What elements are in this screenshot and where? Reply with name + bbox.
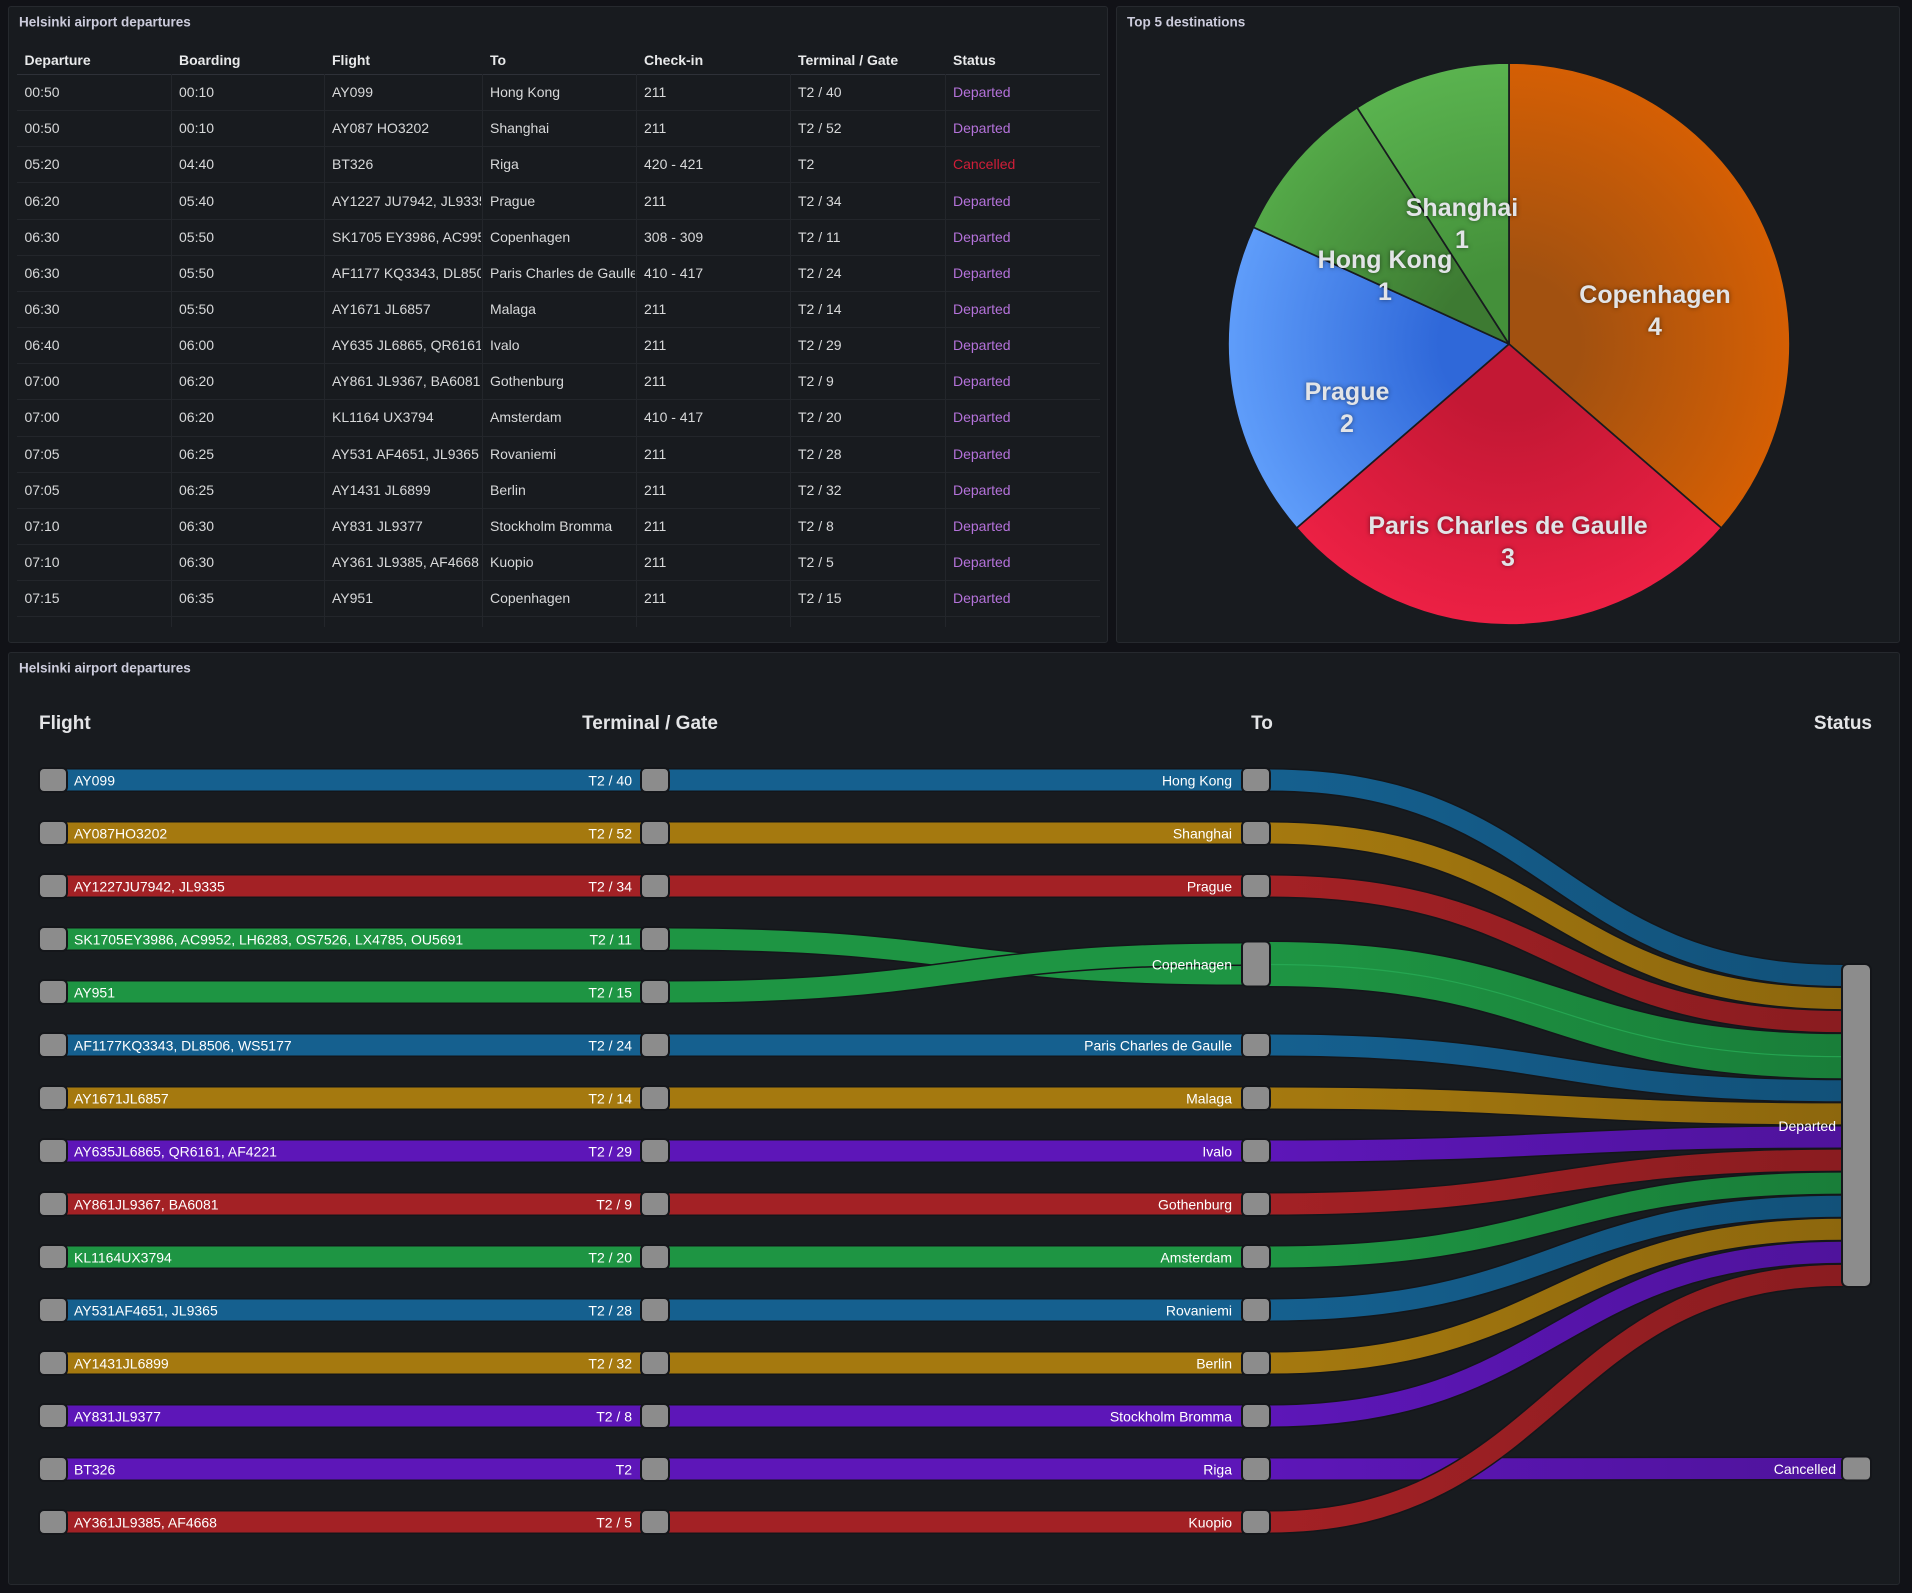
svg-text:AY087HO3202: AY087HO3202 [74,826,167,842]
svg-text:Rovaniemi: Rovaniemi [1166,1303,1232,1319]
svg-text:Amsterdam: Amsterdam [1160,1250,1232,1266]
svg-text:Shanghai: Shanghai [1173,826,1232,842]
svg-text:T2: T2 [616,1462,633,1478]
svg-text:SK1705EY3986, AC9952, LH6283,: SK1705EY3986, AC9952, LH6283, OS7526, LX… [74,932,463,948]
svg-text:AF1177KQ3343, DL8506, WS5177: AF1177KQ3343, DL8506, WS5177 [74,1038,292,1054]
svg-text:Stockholm Bromma: Stockholm Bromma [1110,1409,1232,1425]
svg-text:AY831JL9377: AY831JL9377 [74,1409,161,1425]
svg-text:AY361JL9385, AF4668: AY361JL9385, AF4668 [74,1515,217,1531]
svg-text:T2 / 15: T2 / 15 [588,985,632,1001]
svg-text:T2 / 24: T2 / 24 [588,1038,632,1054]
svg-text:Copenhagen: Copenhagen [1152,957,1232,973]
svg-text:T2 / 29: T2 / 29 [588,1144,632,1160]
svg-text:AY1227JU7942, JL9335: AY1227JU7942, JL9335 [74,879,225,895]
svg-text:T2 / 20: T2 / 20 [588,1250,632,1266]
svg-text:T2 / 28: T2 / 28 [588,1303,632,1319]
svg-text:T2 / 14: T2 / 14 [588,1091,632,1107]
svg-text:AY1671JL6857: AY1671JL6857 [74,1091,169,1107]
svg-text:Malaga: Malaga [1186,1091,1232,1107]
svg-text:AY635JL6865, QR6161, AF4221: AY635JL6865, QR6161, AF4221 [74,1144,277,1160]
svg-text:Gothenburg: Gothenburg [1158,1197,1232,1213]
svg-text:Departed: Departed [1778,1118,1836,1134]
svg-text:BT326: BT326 [74,1462,115,1478]
svg-text:Terminal / Gate: Terminal / Gate [582,713,718,734]
svg-text:Hong Kong: Hong Kong [1162,773,1232,789]
svg-text:T2 / 34: T2 / 34 [588,879,632,895]
svg-text:Kuopio: Kuopio [1188,1515,1232,1531]
svg-text:T2 / 11: T2 / 11 [589,932,632,948]
svg-text:Cancelled: Cancelled [1774,1461,1836,1477]
svg-text:T2 / 8: T2 / 8 [596,1409,632,1425]
svg-text:AY861JL9367, BA6081: AY861JL9367, BA6081 [74,1197,219,1213]
svg-text:T2 / 32: T2 / 32 [588,1356,632,1372]
svg-text:Paris Charles de Gaulle: Paris Charles de Gaulle [1084,1038,1232,1054]
svg-text:AY531AF4651, JL9365: AY531AF4651, JL9365 [74,1303,218,1319]
svg-text:Prague: Prague [1187,879,1232,895]
svg-text:T2 / 40: T2 / 40 [588,773,632,789]
svg-text:Riga: Riga [1203,1462,1232,1478]
svg-text:T2 / 9: T2 / 9 [596,1197,632,1213]
svg-text:Status: Status [1814,713,1872,734]
svg-text:KL1164UX3794: KL1164UX3794 [74,1250,172,1266]
svg-text:AY099: AY099 [74,773,115,789]
svg-text:Flight: Flight [39,713,91,734]
svg-text:Ivalo: Ivalo [1202,1144,1232,1160]
svg-text:AY1431JL6899: AY1431JL6899 [74,1356,169,1372]
svg-text:AY951: AY951 [74,985,115,1001]
svg-text:To: To [1251,713,1273,734]
svg-text:T2 / 5: T2 / 5 [596,1515,632,1531]
svg-text:Berlin: Berlin [1196,1356,1232,1372]
svg-text:T2 / 52: T2 / 52 [588,826,632,842]
